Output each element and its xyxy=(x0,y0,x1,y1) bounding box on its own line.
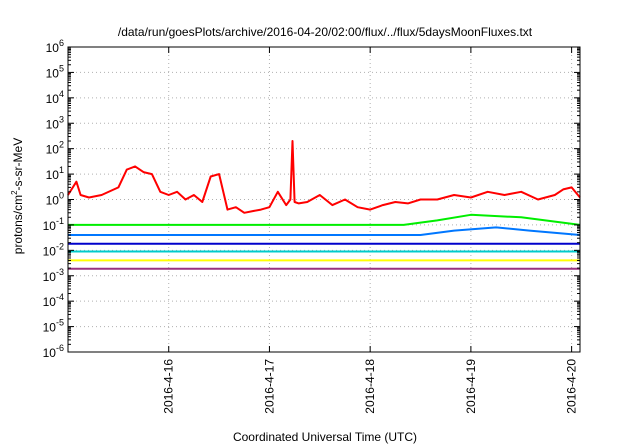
x-tick-label: 2016-4-19 xyxy=(464,359,478,414)
y-tick-exp: -6 xyxy=(56,343,64,353)
y-tick-exp: 3 xyxy=(59,114,64,124)
y-tick-exp: 0 xyxy=(59,191,64,201)
y-axis-label-b: 2 xyxy=(10,190,19,195)
y-axis: 10-610-510-410-310-210-11001011021031041… xyxy=(43,38,580,360)
y-tick-exp: -1 xyxy=(56,216,64,226)
x-tick-label: 2016-4-16 xyxy=(162,359,176,414)
y-tick-base: 10 xyxy=(43,270,57,284)
y-tick-label: 106 xyxy=(46,38,64,55)
y-tick-exp: 2 xyxy=(59,140,64,150)
y-tick-base: 10 xyxy=(46,66,60,80)
x-tick-label: 2016-4-18 xyxy=(363,359,377,414)
x-axis-label: Coordinated Universal Time (UTC) xyxy=(233,430,417,444)
y-tick-base: 10 xyxy=(46,92,60,106)
series-line-3 xyxy=(68,226,581,236)
y-tick-exp: 4 xyxy=(59,89,64,99)
y-tick-label: 103 xyxy=(46,114,64,131)
y-tick-label: 10-6 xyxy=(43,343,64,360)
series-line-1 xyxy=(67,140,581,214)
y-tick-label: 10-5 xyxy=(43,318,64,335)
y-tick-base: 10 xyxy=(46,143,60,157)
y-tick-label: 100 xyxy=(46,191,64,208)
y-tick-label: 10-1 xyxy=(43,216,64,233)
y-tick-label: 10-2 xyxy=(43,241,64,258)
y-tick-base: 10 xyxy=(43,346,57,360)
y-axis-label-c: -s-sr-MeV xyxy=(11,138,25,191)
y-tick-base: 10 xyxy=(43,295,57,309)
chart-title: /data/run/goesPlots/archive/2016-04-20/0… xyxy=(118,25,533,39)
y-tick-exp: 1 xyxy=(59,165,64,175)
series-line-2 xyxy=(68,213,581,226)
y-tick-base: 10 xyxy=(46,194,60,208)
y-axis-label: protons/cm2-s-sr-MeV xyxy=(10,138,25,254)
y-tick-base: 10 xyxy=(46,117,60,131)
y-tick-label: 10-3 xyxy=(43,267,64,284)
y-tick-base: 10 xyxy=(43,244,57,258)
y-axis-label-a: protons/cm xyxy=(11,195,25,254)
series-layer xyxy=(67,140,581,270)
y-tick-exp: 6 xyxy=(59,38,64,48)
y-tick-label: 10-4 xyxy=(43,292,64,309)
y-tick-exp: -5 xyxy=(56,318,64,328)
y-tick-base: 10 xyxy=(43,219,57,233)
y-tick-base: 10 xyxy=(46,41,60,55)
y-tick-exp: -4 xyxy=(56,292,64,302)
y-tick-exp: -2 xyxy=(56,241,64,251)
y-tick-exp: 5 xyxy=(59,63,64,73)
x-axis: 2016-4-16 2016-4-17 2016-4-18 2016-4-19 2016… xyxy=(162,47,579,414)
x-tick-label: 2016-4-20 xyxy=(565,359,579,414)
y-tick-base: 10 xyxy=(46,168,60,182)
y-tick-base: 10 xyxy=(43,321,57,335)
y-tick-label: 104 xyxy=(46,89,64,106)
y-tick-label: 102 xyxy=(46,140,64,157)
y-tick-label: 105 xyxy=(46,63,64,80)
y-tick-label: 101 xyxy=(46,165,64,182)
y-tick-exp: -3 xyxy=(56,267,64,277)
x-tick-label: 2016-4-17 xyxy=(262,359,276,414)
